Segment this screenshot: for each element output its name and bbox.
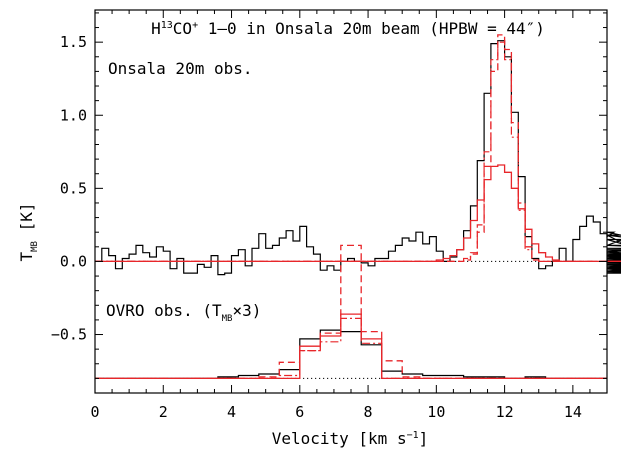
x-tick-label: 12	[496, 403, 514, 421]
y-tick-label: 0.0	[60, 252, 87, 270]
x-axis-title: Velocity [km s−1]	[272, 429, 429, 448]
onsala-panel-label: Onsala 20m obs.	[108, 59, 253, 78]
y-tick-label: 1.0	[60, 106, 87, 124]
x-tick-label: 8	[364, 403, 373, 421]
x-tick-label: 4	[227, 403, 236, 421]
x-tick-label: 6	[295, 403, 304, 421]
y-tick-label: 0.5	[60, 179, 87, 197]
y-tick-label: 1.5	[60, 33, 87, 51]
x-tick-label: 10	[427, 403, 445, 421]
ticks-layer: 0 2 4 6 8 10 12 14 −0.5 0.0 0.5 1.0 1.5	[51, 10, 608, 421]
chart-title: H13CO+ 1–0 in Onsala 20m beam (HPBW = 44…	[151, 19, 545, 38]
y-axis-title: TMB [K]	[17, 202, 40, 261]
x-tick-label: 14	[564, 403, 582, 421]
x-tick-label: 2	[159, 403, 168, 421]
ovro-panel-label: OVRO obs. (TMB×3)	[106, 301, 261, 324]
plot-frame	[94, 9, 608, 394]
ovro-model-dashdot-line	[95, 317, 607, 379]
y-tick-label: −0.5	[51, 326, 87, 344]
x-tick-label: 0	[90, 403, 99, 421]
series-layer	[95, 34, 621, 380]
onsala-model-dashdot-line	[95, 41, 621, 262]
